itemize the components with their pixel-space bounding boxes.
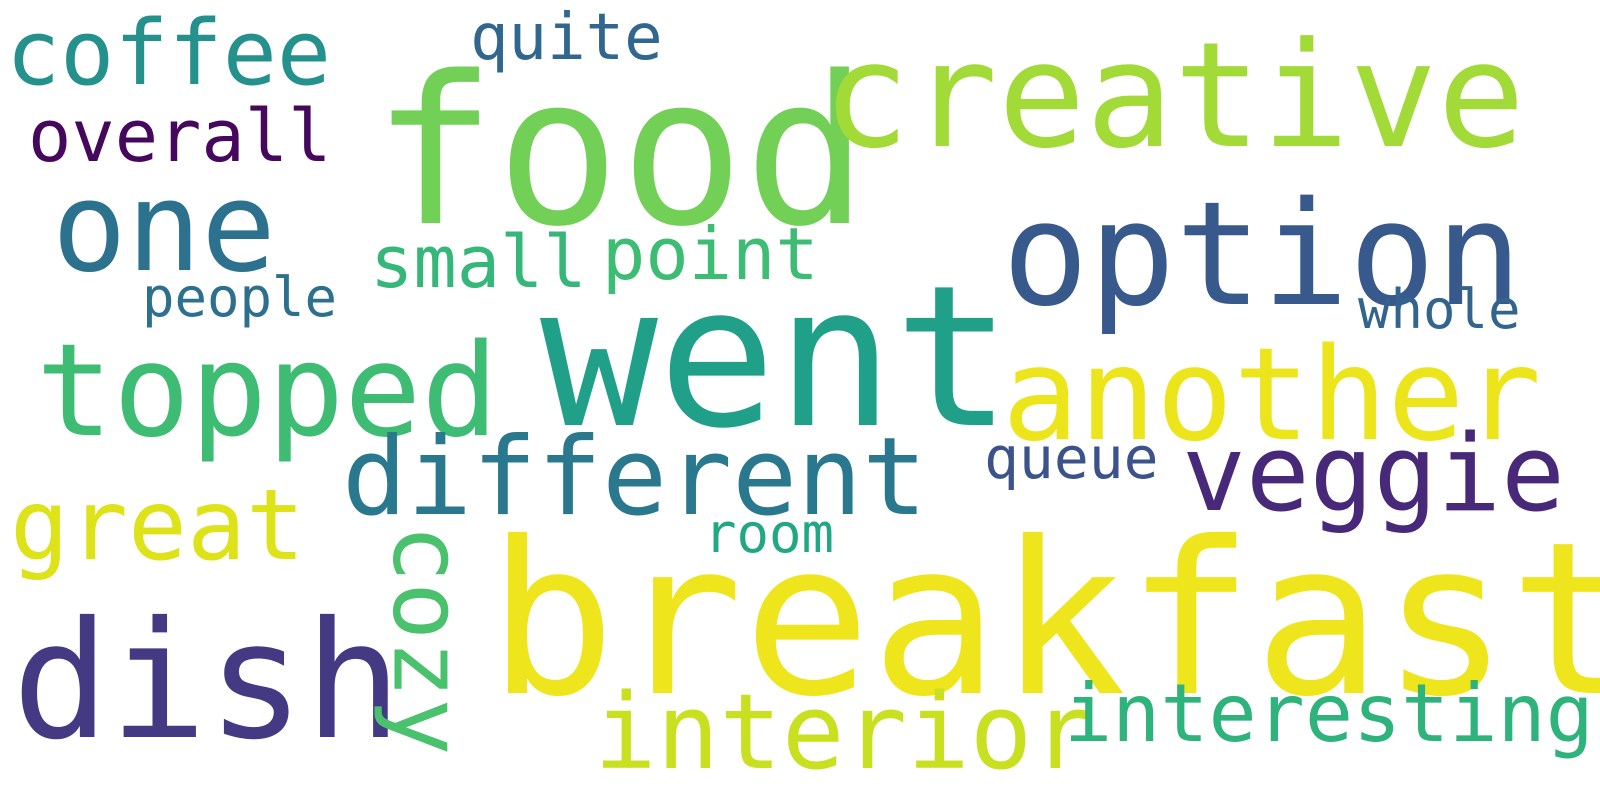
word-interesting: interesting (1064, 667, 1594, 760)
word-food: food (372, 32, 869, 272)
word-queue: queue (984, 424, 1159, 492)
word-cozy: cozy (371, 524, 484, 756)
word-one: one (52, 156, 276, 300)
word-creative: creative (822, 11, 1526, 181)
word-option: option (1002, 170, 1523, 338)
word-dish: dish (12, 588, 403, 776)
word-overall: overall (28, 94, 332, 178)
word-point: point (602, 212, 819, 296)
word-small: small (370, 220, 587, 304)
word-another: another (1002, 321, 1542, 470)
word-great: great (10, 469, 306, 583)
word-room: room (704, 502, 835, 565)
word-whole: whole (1358, 278, 1521, 341)
word-people: people (142, 266, 338, 329)
word-veggie: veggie (1182, 412, 1565, 535)
word-topped: topped (36, 317, 499, 466)
word-coffee: coffee (6, 1, 332, 106)
word-quite: quite (470, 1, 663, 75)
word-different: different (342, 415, 928, 540)
word-went: went (540, 244, 1013, 472)
word-breakfast: breakfast (488, 496, 1600, 743)
word-interior: interior (594, 671, 1095, 793)
